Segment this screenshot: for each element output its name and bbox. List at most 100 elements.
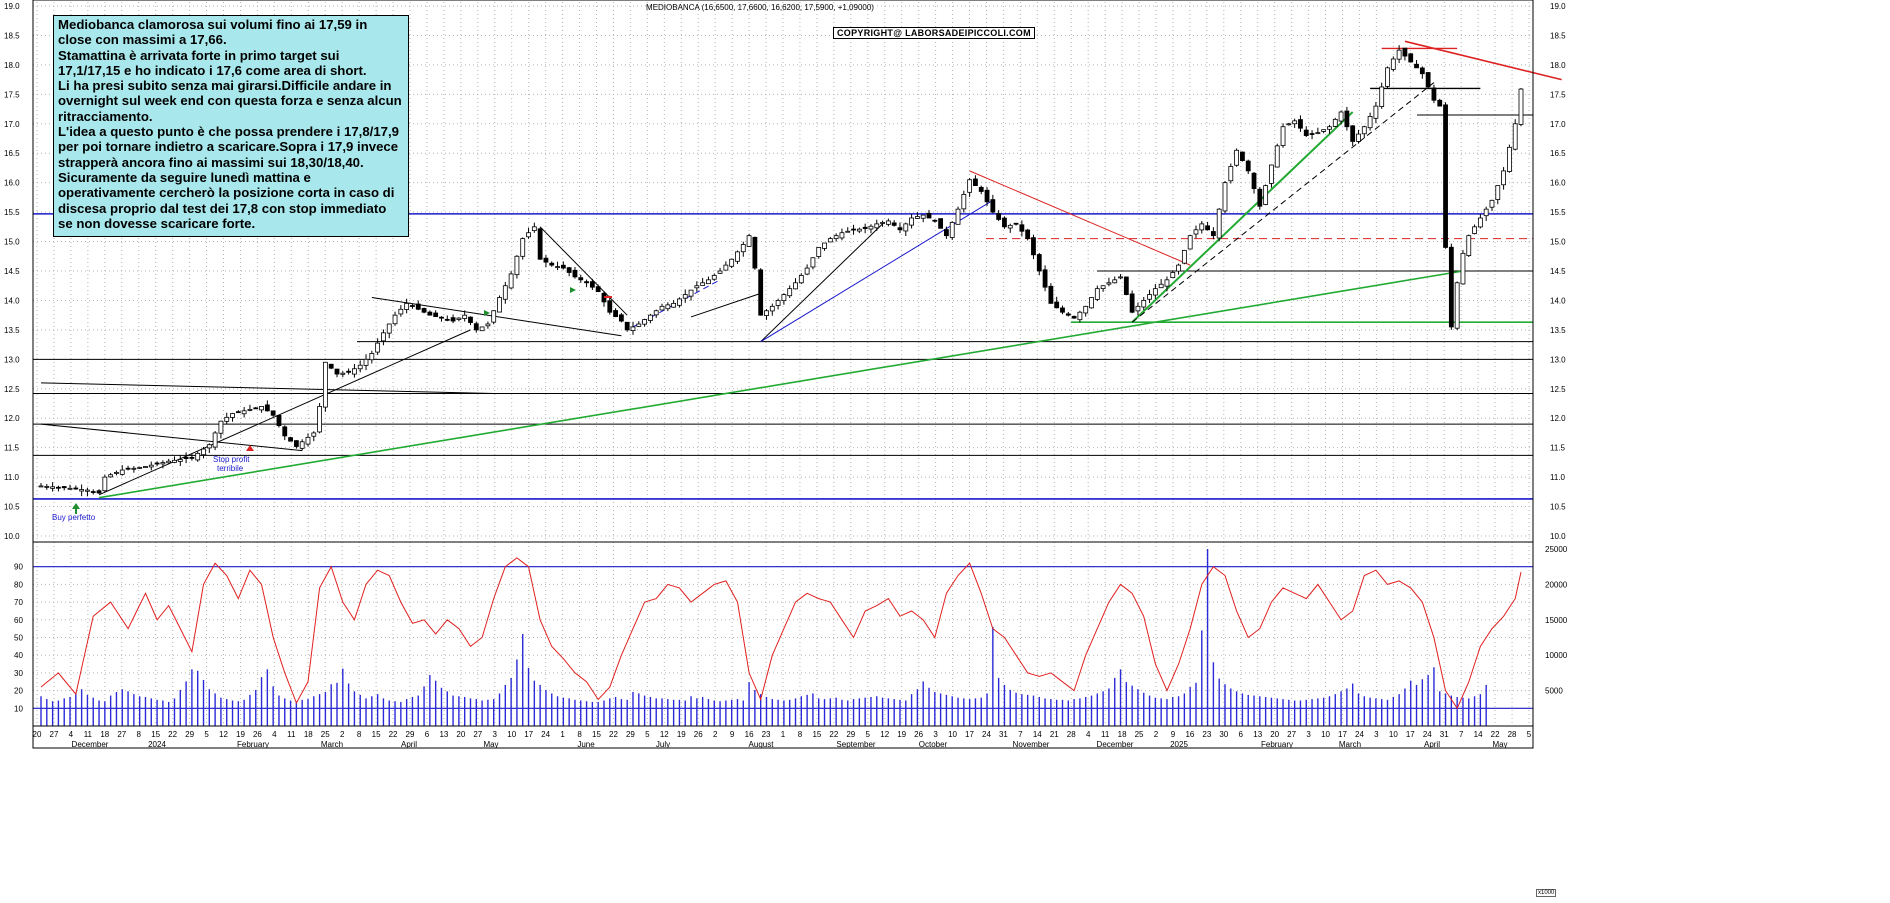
candle-body <box>1385 67 1390 87</box>
x-tick-label: 3 <box>1374 730 1379 739</box>
candle-body <box>1100 285 1106 290</box>
candle-body <box>1054 301 1060 309</box>
candle-body <box>183 456 189 459</box>
candle-body <box>717 270 723 274</box>
candle-body <box>1094 288 1100 300</box>
x-tick-label: 18 <box>304 730 313 739</box>
x-month-label: December <box>1097 740 1134 749</box>
x-tick-label: 7 <box>1018 730 1023 739</box>
osc-tick-label: 40 <box>14 651 23 660</box>
candle-body <box>61 486 67 489</box>
x-tick-label: 17 <box>524 730 533 739</box>
candle-body <box>433 312 439 318</box>
candle-body <box>1222 182 1228 212</box>
candle-body <box>578 277 584 281</box>
candle-body <box>903 223 909 232</box>
candle-body <box>1448 246 1454 328</box>
x-tick-label: 15 <box>372 730 381 739</box>
y-tick-label-right: 15.5 <box>1550 208 1566 217</box>
candle-body <box>1303 129 1309 136</box>
candle-body <box>746 235 752 247</box>
candle-body <box>1019 224 1025 232</box>
y-tick-label-left: 10.0 <box>4 532 20 541</box>
candle-body <box>1123 276 1129 295</box>
volume-tick-label: 10000 <box>1545 651 1568 660</box>
x-tick-label: 20 <box>456 730 465 739</box>
candle-body <box>125 467 131 470</box>
candle-body <box>752 236 758 269</box>
volume-scale-label: x1000 <box>1536 889 1557 897</box>
y-tick-label-right: 11.0 <box>1550 473 1566 482</box>
x-tick-label: 25 <box>1135 730 1144 739</box>
x-month-label: October <box>919 740 948 749</box>
trendline <box>1131 82 1435 323</box>
y-tick-label-right: 15.0 <box>1550 238 1566 247</box>
candle-body <box>1506 146 1512 172</box>
x-tick-label: 3 <box>1306 730 1311 739</box>
candle-body <box>1361 126 1367 135</box>
x-tick-label: 21 <box>1050 730 1059 739</box>
x-tick-label: 1 <box>560 730 565 739</box>
candle-body <box>589 281 595 288</box>
candle-body <box>439 316 444 319</box>
comment-paragraph: L'idea a questo punto è che possa prende… <box>58 124 399 170</box>
y-tick-label-right: 16.5 <box>1550 149 1566 158</box>
x-tick-label: 4 <box>69 730 74 739</box>
y-tick-label-right: 17.0 <box>1550 120 1566 129</box>
trendline <box>371 297 622 337</box>
candle-body <box>804 267 810 275</box>
candle-body <box>885 220 891 225</box>
y-tick-label-right: 10.0 <box>1550 532 1566 541</box>
candle-body <box>1036 254 1042 272</box>
x-tick-label: 18 <box>100 730 109 739</box>
candle-body <box>694 285 700 289</box>
x-tick-label: 24 <box>1423 730 1432 739</box>
chart-title: MEDIOBANCA (16,6500, 17,6600, 16,6200, 1… <box>646 3 874 12</box>
candle-body <box>1158 283 1164 289</box>
candle-body <box>322 361 328 408</box>
candle-body <box>1280 126 1286 146</box>
candle-body <box>682 294 688 299</box>
trendline <box>632 279 721 328</box>
candle-body <box>1501 170 1506 186</box>
candle-body <box>468 316 473 323</box>
y-tick-label-right: 10.5 <box>1550 503 1566 512</box>
candle-body <box>1112 279 1118 284</box>
chart-frame <box>32 0 1534 749</box>
candle-body <box>79 489 85 492</box>
candle-body <box>967 179 973 193</box>
candle-body <box>944 229 949 237</box>
x-tick-label: 16 <box>745 730 754 739</box>
candle-body <box>642 319 648 325</box>
x-tick-label: 19 <box>677 730 686 739</box>
x-tick-label: 5 <box>204 730 209 739</box>
signal-markers <box>72 287 612 514</box>
y-tick-label-left: 12.0 <box>4 414 20 423</box>
trendline <box>98 329 471 496</box>
x-tick-label: 28 <box>1067 730 1076 739</box>
candle-body <box>624 321 630 331</box>
candle-body <box>218 420 224 434</box>
candle-body <box>1193 229 1199 235</box>
y-tick-label-right: 13.0 <box>1550 355 1566 364</box>
oscillator-line <box>40 557 1522 710</box>
candle-body <box>729 258 735 267</box>
x-tick-label: 9 <box>1171 730 1176 739</box>
candle-body <box>270 410 276 416</box>
y-tick-label-left: 14.5 <box>4 267 20 276</box>
x-tick-label: 29 <box>626 730 635 739</box>
volume-tick-label: 20000 <box>1545 580 1568 589</box>
candle-body <box>38 485 44 488</box>
candle-body <box>1460 252 1466 285</box>
x-tick-label: 8 <box>577 730 582 739</box>
candle-body <box>1002 217 1007 228</box>
y-tick-label-left: 15.5 <box>4 208 20 217</box>
x-month-label: November <box>1013 740 1050 749</box>
x-tick-label: 31 <box>999 730 1008 739</box>
x-tick-label: 8 <box>798 730 803 739</box>
candle-body <box>1495 185 1501 200</box>
candle-body <box>363 358 369 366</box>
candle-body <box>1298 119 1303 129</box>
candle-body <box>1286 123 1292 126</box>
candle-body <box>1419 67 1425 75</box>
